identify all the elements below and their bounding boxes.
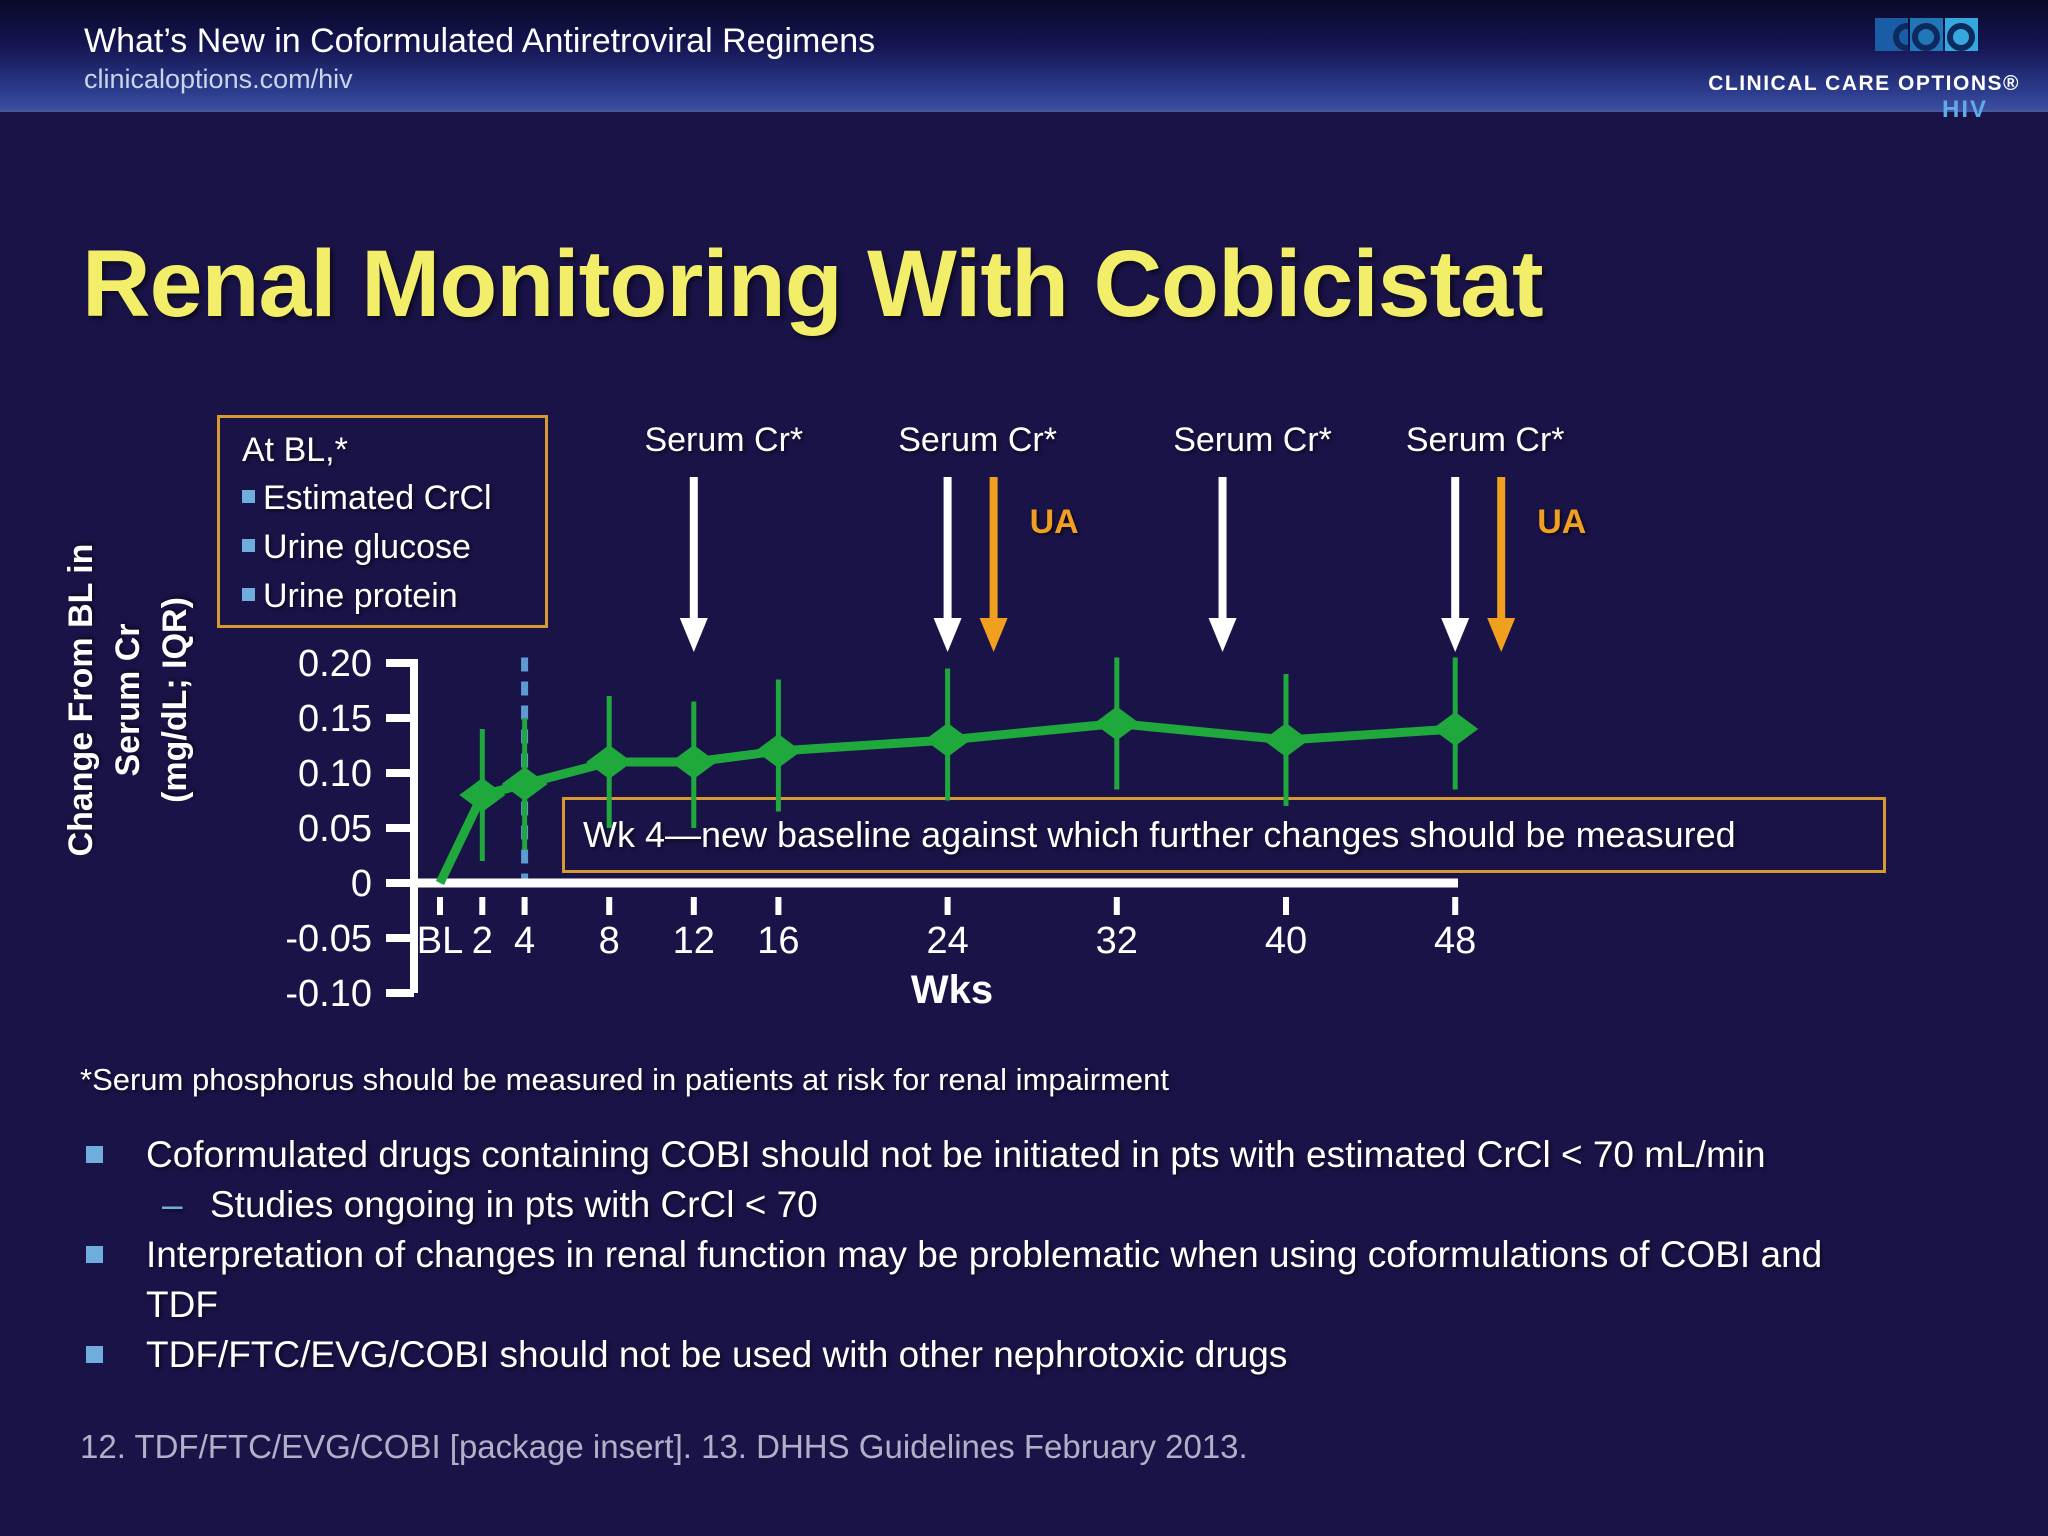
data-point-diamond (755, 734, 802, 768)
ua-label: UA (1029, 503, 1079, 541)
at-bl-items: Estimated CrCl Urine glucose Urine protein (242, 474, 545, 621)
serum-cr-label: Serum Cr* (644, 421, 804, 459)
x-tick-label: 48 (1434, 920, 1476, 962)
x-tick-label: 4 (514, 920, 535, 962)
serum-cr-label: Serum Cr* (1173, 421, 1332, 459)
data-point-diamond (1263, 723, 1309, 757)
x-tick-label: 24 (926, 920, 968, 962)
y-axis-title: Change From BL in Serum Cr (mg/dL; IQR) (58, 440, 208, 960)
x-tick-label: 12 (673, 920, 715, 962)
bullet-item: Coformulated drugs containing COBI shoul… (80, 1130, 1880, 1180)
data-point-diamond (586, 745, 633, 779)
y-tick-label: -0.10 (285, 973, 372, 1015)
y-tick-label: 0.20 (298, 643, 372, 685)
y-tick-label: -0.05 (285, 918, 372, 960)
at-bl-item-label: Urine protein (263, 577, 458, 615)
at-bl-item-label: Estimated CrCl (263, 479, 492, 517)
x-tick-label: 40 (1265, 920, 1307, 962)
at-bl-item-label: Urine glucose (263, 528, 471, 566)
data-point-diamond (1432, 712, 1479, 746)
wk4-baseline-note-box: Wk 4—new baseline against which further … (562, 797, 1886, 873)
square-bullet-icon (242, 539, 255, 552)
slide-title: Renal Monitoring With Cobicistat (82, 231, 1544, 337)
bullet-list: Coformulated drugs containing COBI shoul… (80, 1130, 1880, 1380)
sub-bullet-item: Studies ongoing in pts with CrCl < 70 (80, 1180, 1880, 1230)
y-axis-title-line3: (mg/dL; IQR) (156, 597, 194, 803)
ua-label: UA (1537, 503, 1587, 541)
cco-logo-square-1 (1875, 18, 1908, 51)
square-bullet-icon (242, 490, 255, 503)
serum-cr-label: Serum Cr* (1405, 421, 1565, 459)
site-url[interactable]: clinicaloptions.com/hiv (84, 64, 353, 94)
brand-hiv-label: HIV (1941, 96, 1988, 123)
x-axis-title: Wks (911, 968, 993, 1012)
data-point-diamond (924, 723, 971, 757)
at-bl-item: Urine protein (242, 572, 545, 621)
serum-cr-arrow-icon (1441, 477, 1470, 652)
data-point-diamond (501, 767, 548, 801)
serum-cr-label: Serum Cr* (898, 421, 1057, 459)
x-tick-label: 8 (599, 920, 620, 962)
cco-logo-square-3 (1945, 18, 1978, 51)
y-tick-label: 0.10 (298, 753, 372, 795)
wk4-baseline-note-text: Wk 4—new baseline against which further … (583, 814, 1736, 855)
reference-citations: 12. TDF/FTC/EVG/COBI [package insert]. 1… (80, 1428, 1248, 1465)
urinalysis-arrow-icon (979, 477, 1008, 652)
square-bullet-icon (242, 588, 255, 601)
brand-name: CLINICAL CARE OPTIONS® (1708, 72, 2020, 95)
urinalysis-arrow-icon (1487, 477, 1516, 652)
cco-logo-icon (1875, 18, 1978, 51)
serum-cr-arrow-icon (1208, 477, 1237, 652)
at-baseline-box-title: At BL,* (242, 431, 348, 469)
serum-cr-arrow-icon (679, 477, 708, 652)
cco-logo-square-2 (1910, 18, 1943, 51)
at-bl-item: Estimated CrCl (242, 474, 545, 523)
footnote: *Serum phosphorus should be measured in … (80, 1062, 1169, 1097)
y-axis-title-line1: Change From BL in (62, 543, 100, 857)
x-tick-label: 32 (1096, 920, 1138, 962)
presentation-title: What’s New in Coformulated Antiretrovira… (84, 22, 876, 60)
y-tick-label: 0.15 (298, 698, 372, 740)
y-axis-title-line2: Serum Cr (109, 623, 147, 777)
data-point-diamond (459, 778, 506, 812)
serum-cr-arrow-icon (933, 477, 962, 652)
y-tick-label: 0.05 (298, 808, 372, 850)
data-point-diamond (1093, 706, 1140, 741)
at-baseline-box: At BL,* Estimated CrCl Urine glucose Urine… (217, 415, 548, 628)
x-tick-label: BL (417, 920, 463, 962)
at-bl-item: Urine glucose (242, 523, 545, 572)
x-tick-label: 16 (757, 920, 799, 962)
header-bar: What’s New in Coformulated Antiretrovira… (0, 0, 2048, 123)
y-tick-label: 0 (351, 863, 372, 905)
bullet-item: Interpretation of changes in renal funct… (80, 1230, 1880, 1330)
data-point-diamond (670, 745, 717, 779)
x-tick-label: 2 (472, 920, 493, 962)
bullet-item: TDF/FTC/EVG/COBI should not be used with… (80, 1330, 1880, 1380)
